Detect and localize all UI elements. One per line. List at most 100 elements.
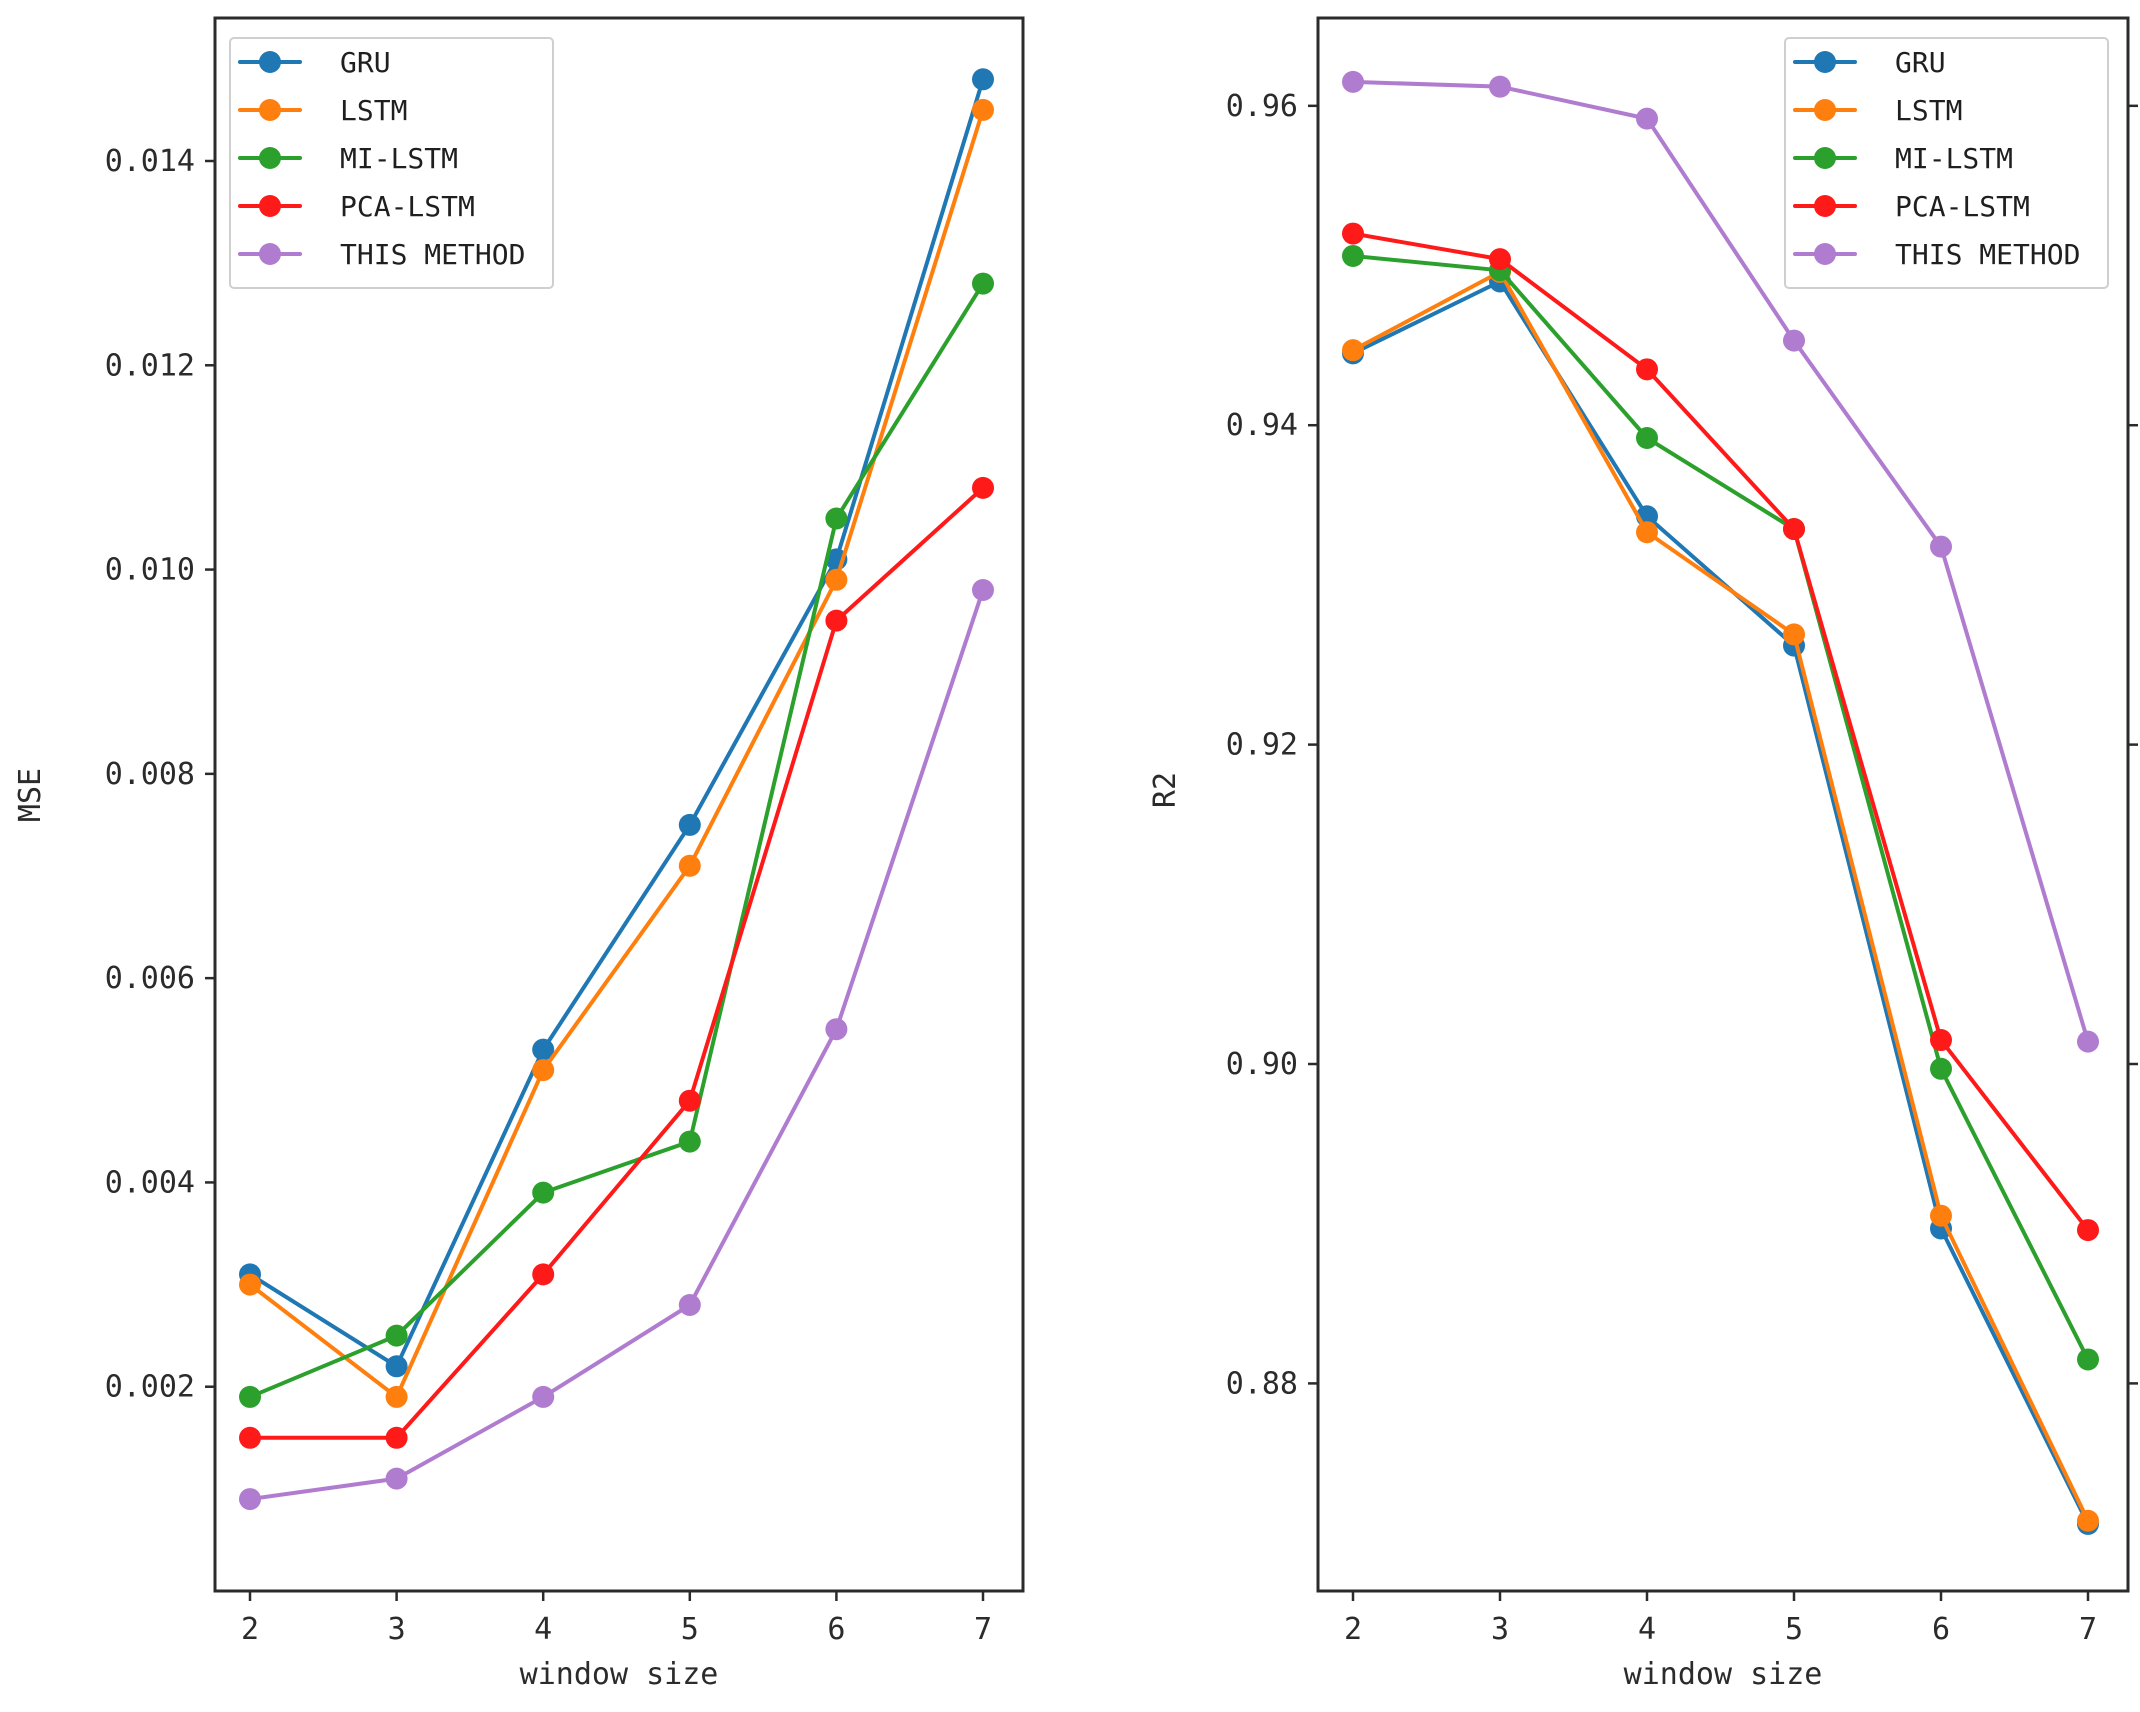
mse-y-tick-label: 0.012 [105, 348, 195, 383]
mse-legend-label-pca-lstm: PCA-LSTM [340, 190, 475, 223]
r2-point-lstm [2077, 1509, 2099, 1532]
mse-legend-label-this-method: THIS METHOD [340, 238, 525, 271]
mse-point-gru [385, 1355, 408, 1378]
mse-legend-marker-this-method [259, 243, 281, 265]
mse-legend-marker-mi-lstm [259, 147, 281, 169]
r2-line-this-method [1351, 79, 2090, 1044]
r2-point-lstm [1636, 521, 1658, 544]
r2-y-tick-label: 0.92 [1226, 728, 1298, 763]
mse-line-mi-lstm [248, 281, 985, 1399]
mse-y-tick-label: 0.010 [105, 553, 195, 588]
r2-series-pca-lstm [1342, 222, 2099, 1242]
mse-legend-marker-pca-lstm [259, 195, 281, 217]
r2-chart: 2 3 4 5 6 7 0.88 0.90 0.92 0.94 0.96 window size R… [1148, 16, 2138, 1692]
r2-series-gru [1342, 270, 2099, 1535]
mse-point-pca-lstm [825, 609, 848, 632]
r2-x-axis-label: window size [1624, 1657, 1823, 1692]
mse-point-pca-lstm [532, 1263, 555, 1286]
mse-point-this-method [239, 1488, 261, 1511]
r2-legend-label-pca-lstm: PCA-LSTM [1895, 190, 2030, 223]
r2-line-pca-lstm [1351, 231, 2090, 1233]
r2-x-tick-label: 2 [1344, 1612, 1362, 1647]
r2-x-tick-label: 3 [1491, 1612, 1509, 1647]
mse-series-pca-lstm [239, 476, 994, 1449]
r2-point-pca-lstm [1489, 248, 1511, 271]
mse-chart: 2 3 4 5 6 7 0.002 0.004 0.006 0.008 0.010 0.012 0.01… [13, 16, 1025, 1692]
mse-x-tick-label: 5 [681, 1612, 699, 1647]
r2-point-this-method [1930, 535, 1952, 558]
r2-point-lstm [1783, 623, 1805, 646]
mse-point-gru [972, 68, 994, 91]
mse-point-lstm [678, 854, 701, 877]
r2-y-axis-label: R2 [1148, 772, 1183, 808]
mse-x-tick-label: 7 [974, 1612, 992, 1647]
r2-line-mi-lstm [1351, 253, 2090, 1362]
mse-point-pca-lstm [385, 1426, 408, 1449]
mse-series-group [239, 68, 994, 1511]
r2-x-tick-label: 6 [1932, 1612, 1950, 1647]
r2-point-pca-lstm [1636, 358, 1658, 381]
mse-x-tick-label: 4 [534, 1612, 552, 1647]
mse-x-tick-label: 6 [827, 1612, 845, 1647]
r2-point-lstm [1342, 339, 1364, 362]
r2-x-tick-label: 5 [1785, 1612, 1803, 1647]
r2-point-this-method [1489, 75, 1511, 98]
r2-x-tick-label: 4 [1638, 1612, 1656, 1647]
mse-legend-label-lstm: LSTM [340, 94, 407, 127]
mse-series-lstm [239, 98, 994, 1408]
r2-point-mi-lstm [1342, 244, 1364, 267]
mse-y-axis-label: MSE [13, 768, 48, 822]
mse-plot-area [213, 16, 1025, 1593]
r2-legend-label-gru: GRU [1895, 46, 1946, 79]
mse-line-this-method [248, 588, 985, 1502]
mse-series-mi-lstm [239, 272, 994, 1408]
mse-point-pca-lstm [239, 1426, 261, 1449]
mse-line-pca-lstm [248, 485, 985, 1440]
mse-point-this-method [678, 1294, 701, 1316]
mse-point-lstm [385, 1385, 408, 1408]
r2-series-group [1342, 70, 2099, 1535]
r2-x-tick-label: 7 [2079, 1612, 2097, 1647]
mse-legend-marker-lstm [259, 99, 281, 121]
r2-point-this-method [1783, 329, 1805, 352]
r2-point-lstm [1930, 1204, 1952, 1227]
r2-point-pca-lstm [1342, 222, 1364, 245]
r2-ticks: 2 3 4 5 6 7 0.88 0.90 0.92 0.94 0.96 [1226, 89, 2138, 1647]
mse-legend: GRU LSTM MI-LSTM PCA-LSTM THIS METHOD [229, 37, 554, 289]
mse-point-this-method [972, 579, 994, 601]
mse-point-this-method [825, 1018, 848, 1041]
mse-point-this-method [385, 1467, 408, 1490]
r2-legend: GRU LSTM MI-LSTM PCA-LSTM THIS METHOD [1784, 37, 2109, 289]
mse-x-axis-label: window size [520, 1657, 719, 1692]
mse-point-pca-lstm [972, 476, 994, 499]
mse-y-tick-label: 0.008 [105, 757, 195, 792]
mse-point-gru [678, 813, 701, 836]
mse-point-pca-lstm [678, 1089, 701, 1112]
mse-point-lstm [825, 568, 848, 591]
mse-point-lstm [532, 1059, 555, 1082]
mse-y-tick-label: 0.006 [105, 961, 195, 996]
mse-y-tick-label: 0.004 [105, 1165, 195, 1200]
r2-legend-marker-gru [1814, 51, 1836, 73]
mse-x-tick-label: 3 [388, 1612, 406, 1647]
r2-legend-marker-pca-lstm [1814, 195, 1836, 217]
r2-series-mi-lstm [1342, 244, 2099, 1371]
mse-point-lstm [239, 1273, 261, 1296]
mse-x-tick-label: 2 [241, 1612, 259, 1647]
r2-line-gru [1351, 279, 2090, 1526]
mse-point-gru [532, 1038, 555, 1061]
mse-point-mi-lstm [972, 272, 994, 295]
r2-y-tick-label: 0.96 [1226, 89, 1298, 124]
r2-point-mi-lstm [2077, 1348, 2099, 1371]
r2-legend-marker-mi-lstm [1814, 147, 1836, 169]
mse-point-mi-lstm [532, 1181, 555, 1204]
r2-point-pca-lstm [1783, 518, 1805, 541]
r2-point-this-method [1342, 70, 1364, 93]
r2-series-this-method [1342, 70, 2099, 1053]
r2-point-mi-lstm [1636, 426, 1658, 449]
r2-y-tick-label: 0.90 [1226, 1047, 1298, 1082]
mse-legend-label-mi-lstm: MI-LSTM [340, 142, 458, 175]
mse-line-lstm [248, 107, 985, 1399]
r2-legend-label-lstm: LSTM [1895, 94, 1962, 127]
